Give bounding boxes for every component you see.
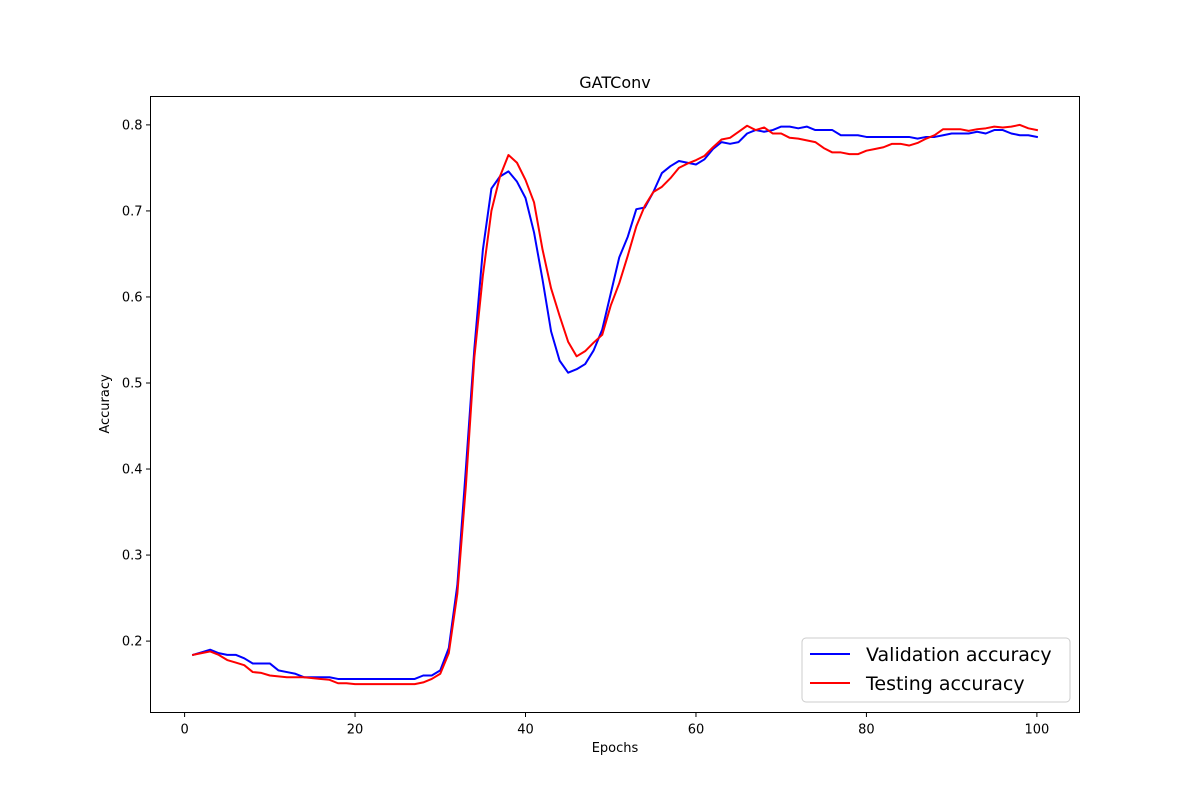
x-tick-label: 0 [180,723,188,738]
y-tick-label: 0.4 [122,463,143,478]
y-tick-label: 0.8 [122,118,143,133]
y-tick-label: 0.6 [122,290,143,305]
x-tick-label: 60 [688,723,705,738]
chart-title: GATConv [579,73,651,92]
y-tick-label: 0.2 [122,635,143,650]
series-line-validation-accuracy [191,125,1039,680]
series-line-testing-accuracy [191,123,1039,686]
legend-frame [801,637,1071,703]
legend: Validation accuracy Testing accuracy [801,637,1071,703]
y-axis-label: Accuracy [98,374,113,434]
series-layer [191,123,1039,686]
legend-label-testing: Testing accuracy [865,673,1025,695]
x-axis-label: Epochs [592,741,639,756]
x-tick-label: 80 [858,723,875,738]
y-axis-ticks: 0.2 0.3 0.4 0.5 0.6 0.7 0.8 [122,118,151,650]
plot-area [150,96,1080,713]
y-tick-label: 0.5 [122,376,143,391]
legend-label-validation: Validation accuracy [866,644,1052,666]
y-tick-label: 0.3 [122,549,143,564]
x-tick-label: 100 [1024,723,1049,738]
x-axis-ticks: 0 20 40 60 80 100 [180,712,1049,738]
plot-frame [150,96,1080,713]
x-tick-label: 40 [517,723,534,738]
x-tick-label: 20 [347,723,364,738]
y-tick-label: 0.7 [122,204,143,219]
